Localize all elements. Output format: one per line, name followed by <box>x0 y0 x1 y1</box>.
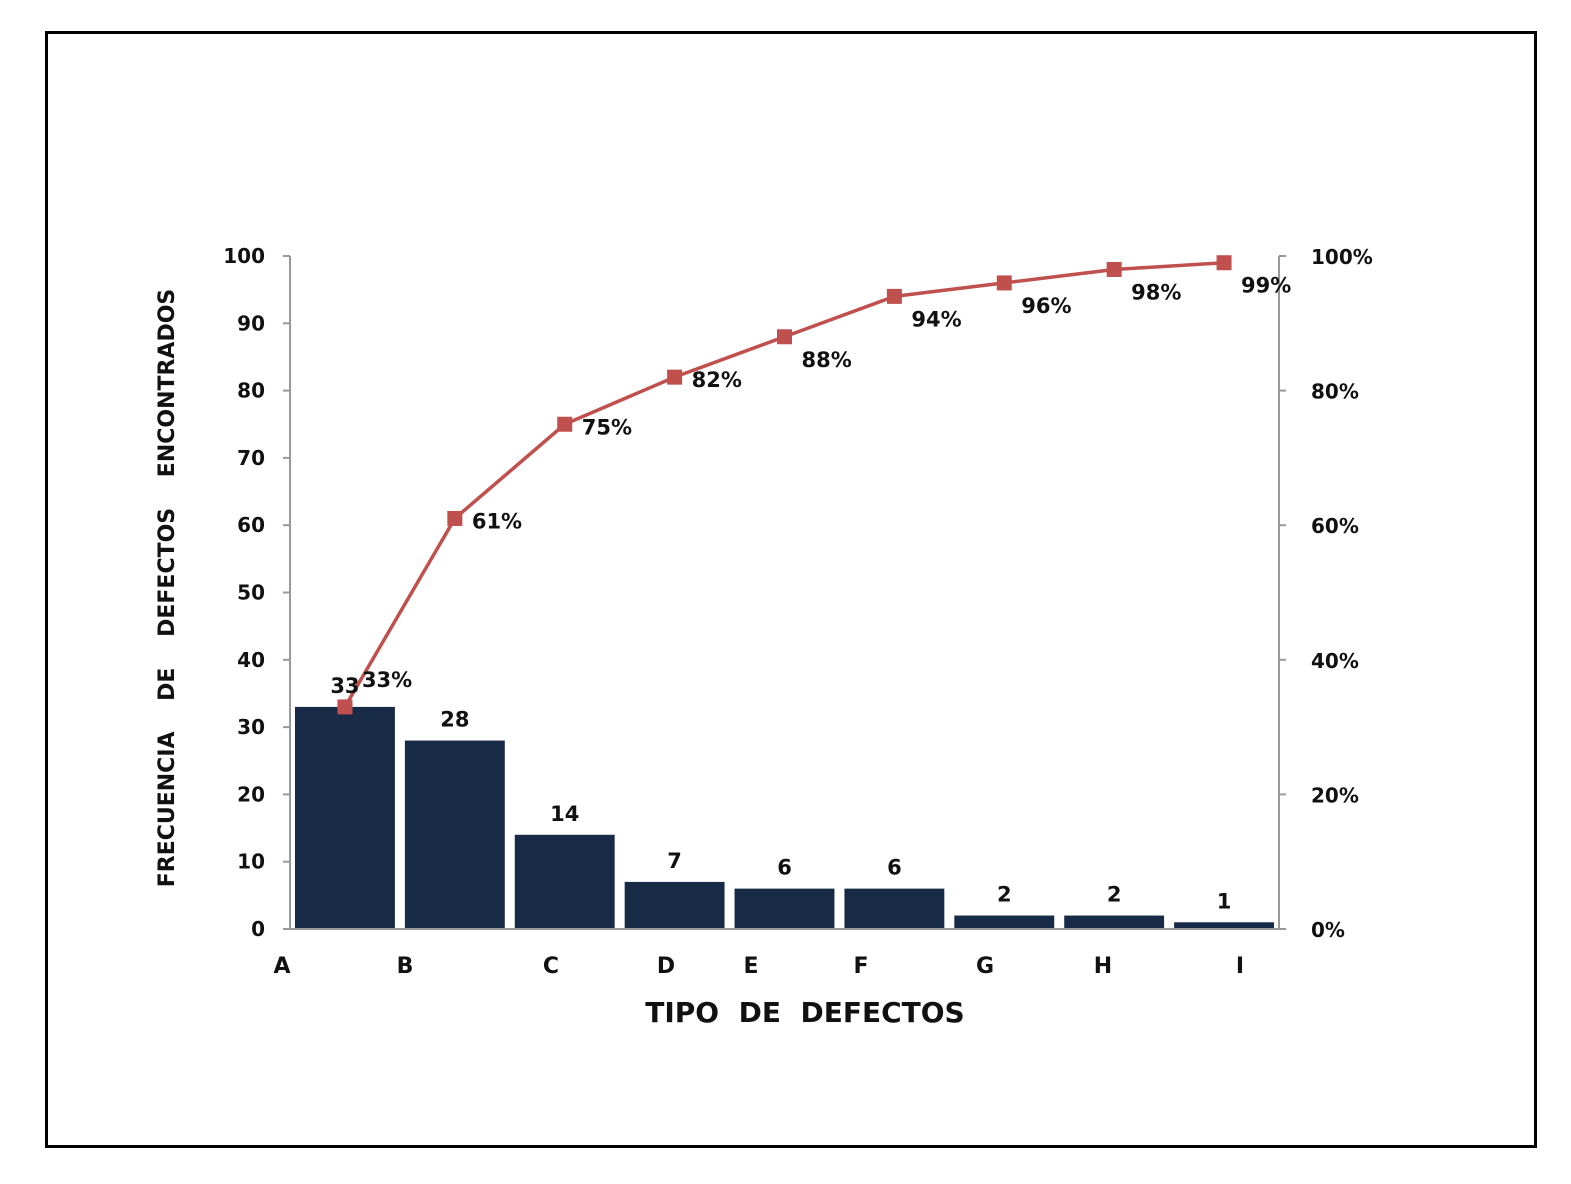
bar <box>295 706 395 929</box>
bar-value-label: 2 <box>1107 883 1122 907</box>
bar <box>1064 915 1165 929</box>
bar-value-label: 14 <box>550 802 579 826</box>
cumulative-label: 82% <box>692 368 742 392</box>
y-tick-label: 20 <box>237 782 265 806</box>
y2-tick-label: 0% <box>1311 918 1345 942</box>
bar-value-label: 2 <box>997 883 1012 907</box>
cumulative-label: 75% <box>582 415 632 439</box>
y-tick-label: 90 <box>237 311 265 335</box>
y-tick-label: 10 <box>237 850 265 874</box>
y2-tick-label: 40% <box>1311 649 1359 673</box>
x-tick-label: A <box>273 954 290 979</box>
cumulative-point <box>1106 261 1122 277</box>
y-tick-label: 80 <box>237 379 265 403</box>
bar <box>514 834 615 929</box>
bar-value-label: 33 <box>330 674 359 698</box>
cumulative-point <box>667 369 683 385</box>
y-tick-label: 60 <box>237 513 265 537</box>
cumulative-point <box>777 329 792 345</box>
x-tick-label: D <box>657 954 675 979</box>
cumulative-label: 33% <box>362 668 412 692</box>
cumulative-label: 94% <box>911 307 961 331</box>
x-tick-label: I <box>1236 954 1244 979</box>
x-tick-label: B <box>397 954 414 979</box>
bar <box>954 915 1055 929</box>
x-tick-label: E <box>743 954 758 979</box>
y2-tick-label: 20% <box>1311 783 1359 807</box>
bar <box>734 888 835 929</box>
bars-layer <box>295 706 1274 929</box>
bar <box>1174 922 1274 929</box>
x-tick-label: C <box>543 954 559 979</box>
bar-value-label: 7 <box>667 849 682 873</box>
cumulative-point <box>557 416 573 432</box>
axes-layer: 0 10 20 30 40 50 60 70 80 90 100 0% 20% 40% 60% 80% 100%… <box>223 244 1373 979</box>
x-tick-label: F <box>853 954 868 979</box>
labels-layer: 33 28 14 7 6 6 2 2 1 33% 61% 75% 82% 88% 94% 96% 98% 99% <box>330 274 1291 914</box>
bar-value-label: 6 <box>887 856 902 880</box>
bar-value-label: 6 <box>777 856 792 880</box>
bar-value-label: 1 <box>1217 889 1232 913</box>
bar <box>404 740 505 929</box>
bar <box>844 888 945 929</box>
cumulative-label: 96% <box>1021 294 1071 318</box>
cumulative-point <box>447 510 463 526</box>
x-tick-label: H <box>1094 954 1112 979</box>
y-tick-label: 70 <box>237 446 265 470</box>
cumulative-label: 99% <box>1241 274 1291 298</box>
x-tick-label: G <box>976 954 994 979</box>
cumulative-label: 98% <box>1131 280 1181 304</box>
cumulative-point <box>337 699 353 715</box>
cumulative-label: 61% <box>472 509 522 533</box>
cumulative-point <box>996 275 1012 291</box>
y-axis-title: FRECUENCIA DE DEFECTOS ENCONTRADOS <box>155 289 180 888</box>
y-tick-label: 40 <box>237 648 265 672</box>
bar <box>624 881 725 929</box>
cumulative-line-layer <box>337 255 1232 715</box>
y-tick-label: 30 <box>237 715 265 739</box>
cumulative-point <box>886 288 902 304</box>
cumulative-point <box>1216 255 1232 271</box>
y-tick-label: 100 <box>223 244 265 268</box>
y-tick-label: 0 <box>251 917 265 941</box>
chart-frame <box>45 31 1537 1148</box>
bar-value-label: 28 <box>440 708 469 732</box>
x-axis-title: TIPO DE DEFECTOS <box>645 996 964 1029</box>
y2-tick-label: 80% <box>1311 380 1359 404</box>
cumulative-label: 88% <box>802 348 852 372</box>
y2-tick-label: 100% <box>1311 245 1373 269</box>
y-tick-label: 50 <box>237 581 265 605</box>
y2-tick-label: 60% <box>1311 514 1359 538</box>
